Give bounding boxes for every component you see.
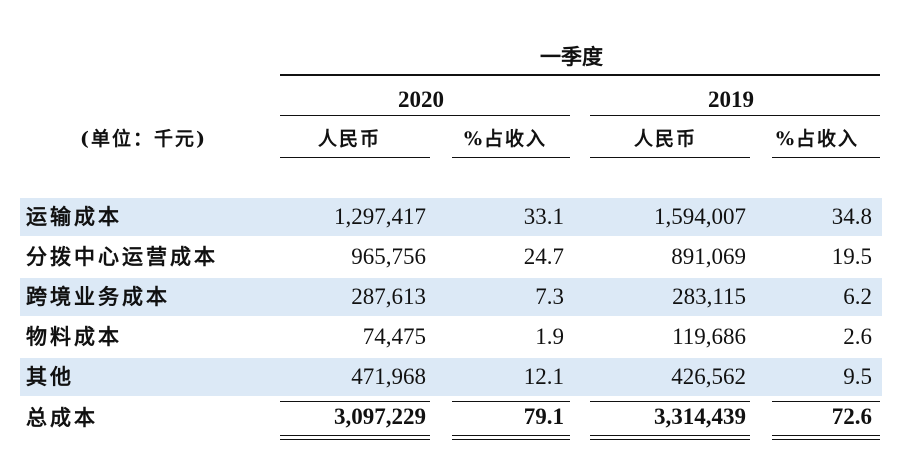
total-pct-2019: 72.6 xyxy=(831,404,872,429)
total-top-rule-2020v xyxy=(280,401,430,402)
total-value-2020: 3,097,229 xyxy=(334,404,426,429)
row-value-2020: 74,475 xyxy=(362,324,426,349)
col-pct-2020: %占收入 xyxy=(464,128,548,150)
row-label: 跨境业务成本 xyxy=(26,284,170,309)
total-double-rule-d1 xyxy=(772,435,880,436)
row-pct-2019: 9.5 xyxy=(843,364,872,389)
row-label: 运输成本 xyxy=(26,204,122,229)
row-value-2019: 891,069 xyxy=(671,244,746,269)
col-pct-2019-rule xyxy=(772,157,880,158)
total-double-rule-b2 xyxy=(452,439,570,440)
row-value-2020: 287,613 xyxy=(351,284,426,309)
total-double-rule-c1 xyxy=(590,435,750,436)
row-pct-2019: 6.2 xyxy=(843,284,872,309)
row-pct-2019: 2.6 xyxy=(843,324,872,349)
year-2020-rule xyxy=(280,115,570,116)
row-pct-2020: 1.9 xyxy=(535,324,564,349)
row-pct-2020: 24.7 xyxy=(523,244,564,269)
col-rmb-2019-rule xyxy=(590,157,750,158)
unit-label: (单位：千元) xyxy=(80,128,207,150)
total-double-rule-c2 xyxy=(590,439,750,440)
period-header: 一季度 xyxy=(540,44,603,69)
total-double-rule-a1 xyxy=(280,435,430,436)
year-2019-rule xyxy=(590,115,880,116)
total-double-rule-a2 xyxy=(280,439,430,440)
col-rmb-2019: 人民币 xyxy=(634,128,698,150)
total-value-2019: 3,314,439 xyxy=(654,404,746,429)
row-value-2020: 471,968 xyxy=(351,364,426,389)
total-top-rule-2019p xyxy=(772,401,880,402)
period-rule xyxy=(280,74,880,76)
row-value-2019: 119,686 xyxy=(672,324,746,349)
total-double-rule-d2 xyxy=(772,439,880,440)
col-pct-2019: %占收入 xyxy=(776,128,860,150)
row-value-2020: 1,297,417 xyxy=(334,204,426,229)
total-top-rule-2019v xyxy=(590,401,750,402)
year-2020-header: 2020 xyxy=(398,87,444,112)
row-pct-2019: 34.8 xyxy=(831,204,872,229)
row-band-3 xyxy=(20,278,882,316)
total-double-rule-b1 xyxy=(452,435,570,436)
total-pct-2020: 79.1 xyxy=(523,404,564,429)
row-value-2019: 1,594,007 xyxy=(654,204,746,229)
row-pct-2019: 19.5 xyxy=(831,244,872,269)
row-pct-2020: 12.1 xyxy=(523,364,564,389)
row-pct-2020: 7.3 xyxy=(535,284,564,309)
col-pct-2020-rule xyxy=(452,157,570,158)
row-band-5 xyxy=(20,358,882,396)
col-rmb-2020-rule xyxy=(280,157,430,158)
row-label: 其他 xyxy=(26,364,74,389)
total-top-rule-2020p xyxy=(452,401,570,402)
row-label: 物料成本 xyxy=(26,324,122,349)
row-value-2019: 426,562 xyxy=(671,364,746,389)
total-label: 总成本 xyxy=(26,405,98,430)
row-label: 分拨中心运营成本 xyxy=(26,244,218,269)
row-value-2020: 965,756 xyxy=(351,244,426,269)
row-pct-2020: 33.1 xyxy=(523,204,564,229)
col-rmb-2020: 人民币 xyxy=(318,128,382,150)
year-2019-header: 2019 xyxy=(708,87,754,112)
row-band-1 xyxy=(20,198,882,236)
row-value-2019: 283,115 xyxy=(672,284,746,309)
